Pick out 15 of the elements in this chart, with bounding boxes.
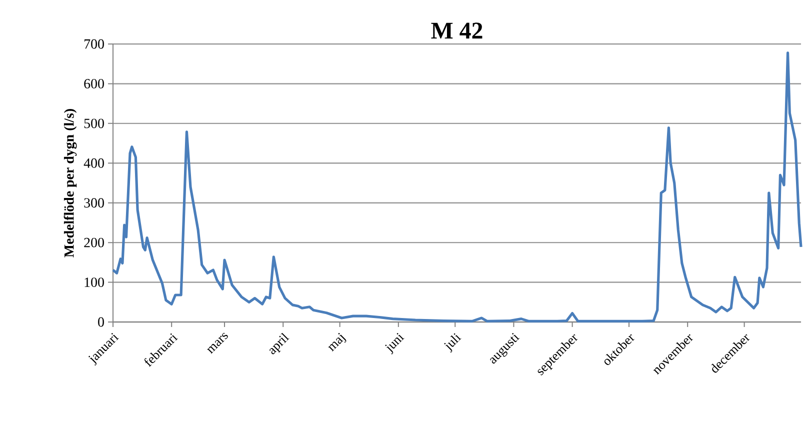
x-tick-label: maj [328, 333, 346, 352]
y-axis-title: Medelflöde per dygn (l/s) [64, 109, 77, 258]
y-tick-label: 300 [84, 198, 104, 208]
y-tick-label: 200 [84, 238, 104, 248]
x-tick-label: april [269, 332, 290, 354]
chart-title: M 42 [431, 22, 482, 39]
y-tick-label: 700 [84, 39, 104, 49]
x-tick-label: mars [207, 332, 228, 354]
x-tick-label: juli [444, 333, 462, 353]
y-tick-label: 400 [84, 158, 104, 168]
x-tick-label: juni [385, 333, 404, 354]
y-tick-label: 0 [98, 317, 104, 327]
y-tick-label: 500 [84, 118, 104, 128]
y-tick-label: 100 [84, 278, 104, 287]
y-tick-label: 600 [84, 79, 104, 88]
